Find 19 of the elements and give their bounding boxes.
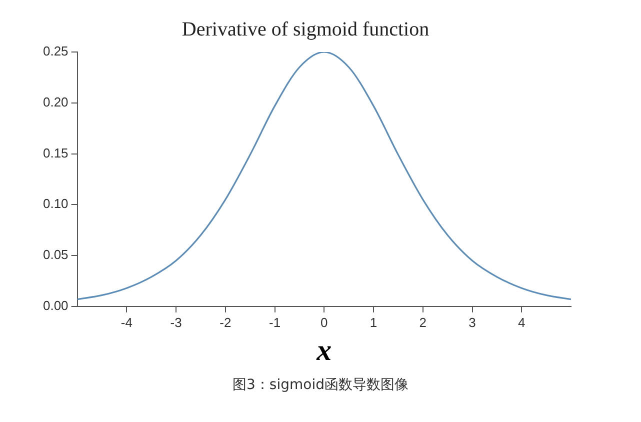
x-tick-label: 2 [419,314,427,330]
x-tick-label: -2 [220,314,232,330]
x-tick-label: 4 [518,314,526,330]
x-tick-label: -4 [120,314,132,330]
y-tick-label: 0.00 [42,298,68,313]
y-tick-label: 0.25 [42,44,68,59]
y-tick-label: 0.15 [42,145,68,160]
x-tick-label: 1 [370,314,378,330]
y-tick-label: 0.10 [42,196,68,212]
y-tick-label: 0.20 [42,94,68,110]
x-tick-label: -3 [170,314,182,330]
x-tick-label: 0 [320,314,328,330]
line-series [77,52,571,300]
y-tick-label: 0.05 [42,247,68,262]
chart-title: Derivative of sigmoid function [182,18,430,40]
x-tick-label: -1 [269,314,281,330]
x-axis-title: x [316,334,332,367]
caption: 图3：sigmoid函数导数图像 [232,376,410,394]
x-tick-label: 3 [468,314,476,330]
